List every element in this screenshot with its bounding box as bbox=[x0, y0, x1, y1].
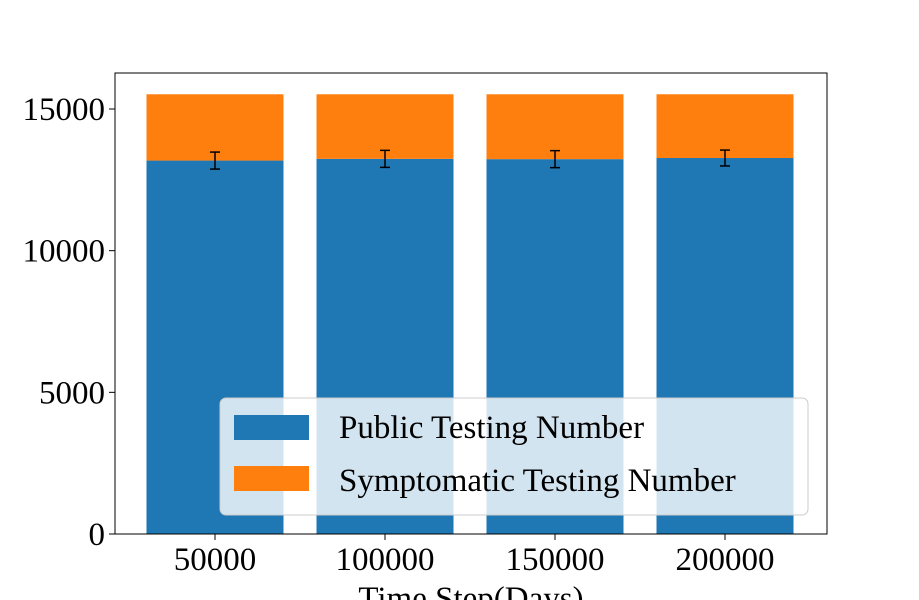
bar-symptomatic-50000 bbox=[146, 94, 284, 161]
x-tick-label-100000: 100000 bbox=[336, 542, 435, 578]
bar-symptomatic-100000 bbox=[316, 94, 454, 159]
legend-label-symptomatic-testing: Symptomatic Testing Number bbox=[339, 463, 736, 499]
legend-swatch-public-testing bbox=[234, 415, 309, 440]
y-tick-label-0: 0 bbox=[89, 517, 106, 553]
x-tick-label-150000: 150000 bbox=[506, 542, 605, 578]
bar-symptomatic-150000 bbox=[486, 94, 624, 160]
x-tick-label-200000: 200000 bbox=[676, 542, 775, 578]
error-bars-layer bbox=[210, 149, 730, 170]
y-tick-label-15000: 15000 bbox=[23, 92, 106, 128]
legend-swatch-symptomatic-testing bbox=[234, 466, 309, 491]
y-axis: 0 5000 10000 15000 bbox=[23, 92, 115, 553]
plot-frame bbox=[114, 72, 828, 535]
x-tick-label-50000: 50000 bbox=[174, 542, 257, 578]
x-axis: 50000 100000 150000 200000 bbox=[174, 534, 775, 578]
legend: Public Testing Number Symptomatic Testin… bbox=[219, 397, 809, 516]
bar-symptomatic-200000 bbox=[656, 94, 794, 159]
legend-label-public-testing: Public Testing Number bbox=[339, 410, 644, 446]
y-tick-label-5000: 5000 bbox=[39, 375, 105, 411]
y-tick-label-10000: 10000 bbox=[23, 234, 106, 270]
legend-box bbox=[219, 397, 809, 516]
x-axis-label: Time Step(Days) bbox=[358, 581, 583, 600]
